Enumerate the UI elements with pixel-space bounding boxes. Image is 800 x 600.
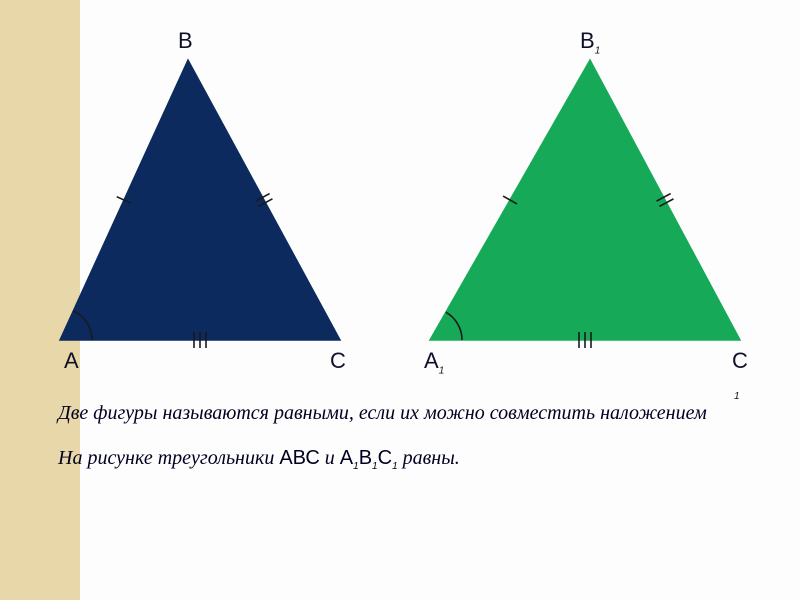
label-C: С — [330, 348, 346, 374]
label-B1: В1 — [580, 28, 600, 56]
caption-line-2: На рисунке треугольники АВС и А1В1С1 рав… — [58, 445, 778, 474]
caption-text: Две фигуры называются равными, если их м… — [58, 400, 778, 492]
label-A1: А1 — [424, 348, 444, 376]
label-A: А — [64, 348, 79, 374]
diagram-stage — [0, 0, 800, 600]
label-C1: С1 — [732, 348, 748, 402]
label-B: В — [178, 28, 193, 54]
caption-line-1: Две фигуры называются равными, если их м… — [58, 400, 778, 427]
